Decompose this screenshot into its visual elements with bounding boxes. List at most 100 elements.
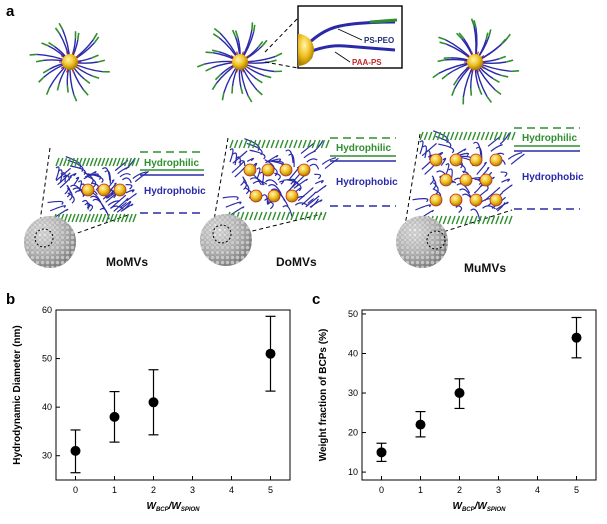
- chain: [102, 167, 111, 181]
- peo-tip: [322, 211, 327, 221]
- x-label-sub2-b: SPION: [181, 507, 200, 513]
- chain: [58, 169, 63, 183]
- zoom-line-mumvs-1: [403, 133, 421, 233]
- peo-tip: [59, 157, 64, 167]
- peo-tip: [124, 213, 130, 223]
- peo-tip: [89, 157, 94, 167]
- spion-particle: [469, 193, 483, 207]
- peo-tip: [243, 139, 248, 149]
- chain: [243, 181, 250, 195]
- micelle-3: [432, 18, 520, 105]
- chain: [300, 142, 315, 155]
- chain: [125, 189, 135, 194]
- spion-particle: [297, 163, 311, 177]
- chain: [69, 165, 86, 176]
- chain: [73, 176, 80, 185]
- x-tick-label-b: 5: [268, 485, 273, 495]
- peo-tip: [302, 139, 307, 149]
- peo-tip: [233, 139, 239, 149]
- peo-tip: [325, 139, 330, 149]
- micelle-3-arm-tip: [488, 29, 492, 37]
- chain: [440, 157, 447, 166]
- peo-tip: [97, 157, 102, 167]
- x-label-sub2-c: SPION: [487, 507, 506, 513]
- chain: [313, 140, 324, 153]
- plot-marks-c: 0 1 2 3 4 5 10 20 30 40 50: [348, 309, 582, 495]
- chain: [510, 153, 525, 165]
- micelle-1-arm-tip: [58, 22, 64, 30]
- micelle-3-arm-tip: [437, 59, 445, 63]
- micelle-3-arm-tip: [494, 89, 502, 96]
- peo-tip: [506, 131, 512, 141]
- layer-guides-domvs: [330, 137, 396, 207]
- nanoparticle-edge: [298, 34, 314, 66]
- chain: [267, 200, 272, 206]
- chain: [59, 176, 73, 189]
- x-label-w1-c: W: [452, 501, 463, 512]
- vesicle-domvs: Hydrophilic Hydrophobic DoMVs: [200, 137, 398, 269]
- peo-tip: [78, 157, 83, 167]
- vesicle-highlight-domvs: [212, 224, 232, 244]
- x-tick-label-b: 0: [73, 485, 78, 495]
- micelle-3-arm-tip: [505, 33, 511, 41]
- chain-inset: PS-PEO PAA-PS: [264, 5, 403, 69]
- micelle-1-arm-tip: [42, 68, 50, 74]
- peo-tip: [261, 139, 266, 149]
- peo-tip: [85, 157, 91, 167]
- panel-b: b Hydrodynamic Diameter (nm) WBCP/WSPION…: [6, 291, 291, 513]
- chain: [314, 180, 324, 185]
- peo-tip: [285, 211, 291, 221]
- chain: [484, 187, 501, 201]
- chain: [78, 180, 83, 192]
- chain: [222, 196, 239, 201]
- micelle-2-arm-tip: [234, 30, 239, 38]
- x-axis-label-c: WBCP/WSPION: [452, 501, 506, 513]
- spion-particle: [285, 189, 299, 203]
- peo-tip: [258, 211, 263, 221]
- micelle-1-arm-tip: [92, 32, 98, 40]
- chain: [288, 153, 295, 168]
- inset-leader-bottom: [264, 61, 299, 69]
- micelle-2-arm-tip: [221, 92, 225, 101]
- peo-tip: [63, 213, 69, 223]
- peo-tip: [495, 215, 500, 225]
- spion-particle: [489, 193, 503, 207]
- peo-tip: [463, 131, 468, 141]
- chain: [110, 194, 127, 209]
- spion-particle: [267, 189, 281, 203]
- micelle-1-arm-tip: [93, 36, 100, 44]
- peo-tip: [442, 215, 447, 225]
- micelle-3-arm-tip: [432, 72, 440, 79]
- y-axis-label-b: Hydrodynamic Diameter (nm): [12, 325, 23, 464]
- peo-tip: [252, 139, 257, 149]
- micelle-2-arm-tip: [269, 59, 277, 63]
- x-label-sub1-c: BCP: [462, 507, 476, 513]
- chain: [87, 173, 104, 183]
- chain: [87, 176, 97, 188]
- peo-tip: [131, 157, 136, 167]
- data-point-b: [265, 348, 276, 359]
- peo-tip: [74, 157, 79, 167]
- peo-tip: [272, 211, 277, 221]
- peo-tip: [307, 139, 312, 149]
- peo-tip: [458, 131, 464, 141]
- chain: [501, 184, 513, 193]
- peo-tip: [313, 211, 318, 221]
- x-label-sub1-b: BCP: [156, 507, 170, 513]
- chain: [55, 167, 71, 182]
- chain: [490, 144, 503, 152]
- y-tick-label-b: 50: [42, 354, 52, 364]
- data-point-c: [376, 447, 387, 458]
- chain: [57, 172, 71, 186]
- legend-pointer-2: [334, 51, 351, 63]
- peo-tip: [428, 131, 433, 141]
- peo-tip: [317, 211, 323, 221]
- x-label-w1-b: W: [146, 501, 157, 512]
- chain: [49, 205, 66, 212]
- peo-tip: [281, 211, 286, 221]
- peo-tip: [316, 139, 321, 149]
- micelle-2-arm-tip: [205, 67, 213, 72]
- peo-tip: [473, 215, 478, 225]
- chain: [66, 187, 73, 201]
